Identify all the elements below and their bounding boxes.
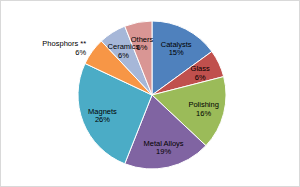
slice-value-label: 15%	[169, 48, 184, 57]
slice-value-label: 6%	[118, 51, 129, 60]
slice-value-label: 6%	[137, 43, 148, 52]
chart-frame	[1, 1, 300, 187]
slice-value-label: 6%	[195, 73, 206, 82]
pie-chart: Catalysts15%Glass6%Polishing16%Metal All…	[0, 0, 300, 187]
slices	[78, 21, 226, 169]
slice-value-label: 16%	[196, 109, 211, 118]
slice-value-label: 6%	[75, 48, 86, 57]
data-labels: Catalysts15%Glass6%Polishing16%Metal All…	[42, 35, 218, 157]
slice-value-label: 26%	[95, 115, 110, 124]
chart-container: Catalysts15%Glass6%Polishing16%Metal All…	[0, 0, 300, 187]
slice-value-label: 19%	[156, 147, 171, 156]
